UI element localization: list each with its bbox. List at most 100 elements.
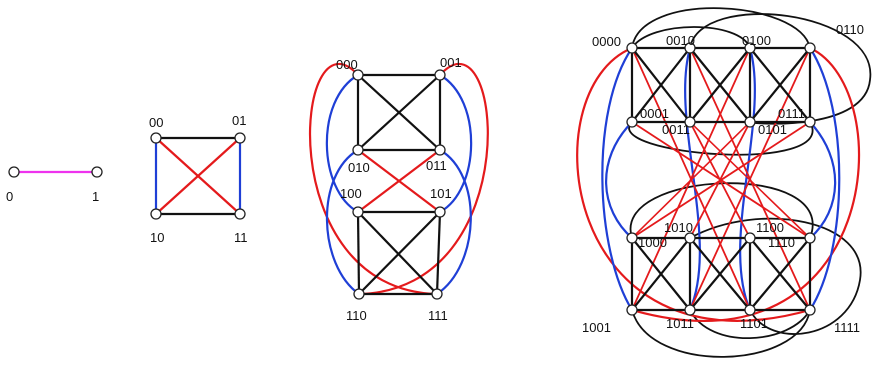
edge-0110-1001 bbox=[631, 47, 861, 322]
label-010: 010 bbox=[348, 160, 370, 175]
graph-n4: 0000 0010 0100 0110 0001 0011 0101 0111 … bbox=[576, 7, 871, 358]
label-0001: 0001 bbox=[640, 106, 669, 121]
node-1011 bbox=[684, 304, 696, 316]
edge-001-101 bbox=[439, 74, 473, 213]
edge-000-001-top-arc bbox=[358, 38, 440, 76]
edge-um-d2 bbox=[689, 47, 751, 123]
edge-red-c4 bbox=[689, 121, 751, 239]
edge-loop-top-left bbox=[631, 7, 811, 49]
label-1101: 1101 bbox=[740, 316, 768, 331]
graph-n1: 0 1 bbox=[6, 166, 103, 204]
node-0001 bbox=[626, 116, 638, 128]
label-01: 01 bbox=[232, 113, 246, 128]
label-1000: 1000 bbox=[638, 235, 667, 250]
label-1111: 1111 bbox=[834, 320, 860, 335]
edge-100-110 bbox=[356, 211, 361, 295]
node-000 bbox=[352, 69, 364, 81]
node-0101 bbox=[744, 116, 756, 128]
node-1101 bbox=[744, 304, 756, 316]
node-1100 bbox=[744, 232, 756, 244]
node-0010 bbox=[684, 42, 696, 54]
label-1010: 1010 bbox=[664, 220, 693, 235]
label-0000: 0000 bbox=[592, 34, 621, 49]
label-000: 000 bbox=[336, 57, 358, 72]
node-101 bbox=[434, 206, 446, 218]
label-0101: 0101 bbox=[758, 122, 787, 137]
label-001: 001 bbox=[440, 55, 462, 70]
label-0100: 0100 bbox=[742, 33, 771, 48]
edge-101-110 bbox=[358, 211, 441, 295]
edge-ul-d2 bbox=[631, 47, 691, 123]
node-010 bbox=[352, 144, 364, 156]
edge-blue-r2 bbox=[809, 121, 837, 239]
edge-red-c10 bbox=[631, 121, 751, 239]
graph-n2: 00 01 10 11 bbox=[149, 113, 248, 245]
edge-010-110 bbox=[325, 149, 360, 295]
label-10: 10 bbox=[150, 230, 164, 245]
edge-101-111 bbox=[435, 211, 442, 295]
label-0: 0 bbox=[6, 189, 13, 204]
edge-blue-r1 bbox=[809, 47, 841, 311]
label-1110: 1110 bbox=[768, 235, 795, 250]
node-00 bbox=[150, 132, 162, 144]
edge-ll-d2 bbox=[631, 237, 691, 311]
node-0110 bbox=[804, 42, 816, 54]
node-11 bbox=[234, 208, 246, 220]
label-11: 11 bbox=[234, 230, 248, 245]
node-001 bbox=[434, 69, 446, 81]
edge-blue-m1 bbox=[684, 47, 701, 311]
graph-n3: 000 001 010 011 100 101 110 111 bbox=[309, 38, 489, 323]
edge-blue-l2 bbox=[605, 121, 633, 239]
node-100 bbox=[352, 206, 364, 218]
label-111: 111 bbox=[428, 308, 448, 323]
node-110 bbox=[353, 288, 365, 300]
label-0010: 0010 bbox=[666, 33, 695, 48]
edge-blue-m2 bbox=[739, 47, 756, 311]
label-1001: 1001 bbox=[582, 320, 611, 335]
node-1110 bbox=[804, 232, 816, 244]
edge-loop-top-inner bbox=[631, 26, 751, 49]
edge-100-111 bbox=[357, 211, 438, 295]
edge-01-10 bbox=[155, 137, 241, 215]
edge-blue-l1 bbox=[601, 47, 633, 311]
node-0 bbox=[8, 166, 20, 178]
edge-011-111 bbox=[436, 149, 472, 295]
label-101: 101 bbox=[430, 186, 452, 201]
label-1: 1 bbox=[92, 189, 99, 204]
node-1010 bbox=[684, 232, 696, 244]
edge-loop-lower-mid bbox=[629, 182, 814, 239]
label-100: 100 bbox=[340, 186, 362, 201]
node-0000 bbox=[626, 42, 638, 54]
node-0100 bbox=[744, 42, 756, 54]
edge-ur-d2 bbox=[749, 47, 811, 123]
label-0110: 0110 bbox=[836, 22, 864, 37]
node-1001 bbox=[626, 304, 638, 316]
edge-000-100 bbox=[325, 74, 359, 213]
node-1000 bbox=[626, 232, 638, 244]
label-1100: 1100 bbox=[756, 220, 784, 235]
node-111 bbox=[431, 288, 443, 300]
edge-loop-top-right bbox=[689, 13, 871, 125]
node-10 bbox=[150, 208, 162, 220]
edge-red-c9 bbox=[689, 121, 811, 239]
label-00: 00 bbox=[149, 115, 163, 130]
node-011 bbox=[434, 144, 446, 156]
node-1 bbox=[91, 166, 103, 178]
node-0011 bbox=[684, 116, 696, 128]
label-011: 011 bbox=[426, 158, 447, 173]
edge-loop-upper-mid bbox=[628, 121, 814, 156]
edge-lr-d2 bbox=[749, 237, 811, 311]
edge-001-110 bbox=[358, 63, 489, 296]
label-0111: 0111 bbox=[778, 106, 805, 121]
edge-000-111 bbox=[309, 63, 438, 296]
label-1011: 1011 bbox=[666, 316, 694, 331]
label-0011: 0011 bbox=[662, 122, 690, 137]
edge-001-010 bbox=[357, 74, 441, 151]
node-0111 bbox=[804, 116, 816, 128]
node-1111 bbox=[804, 304, 816, 316]
edge-lm-d2 bbox=[689, 237, 751, 311]
node-01 bbox=[234, 132, 246, 144]
edge-loop-bottom bbox=[631, 309, 811, 358]
